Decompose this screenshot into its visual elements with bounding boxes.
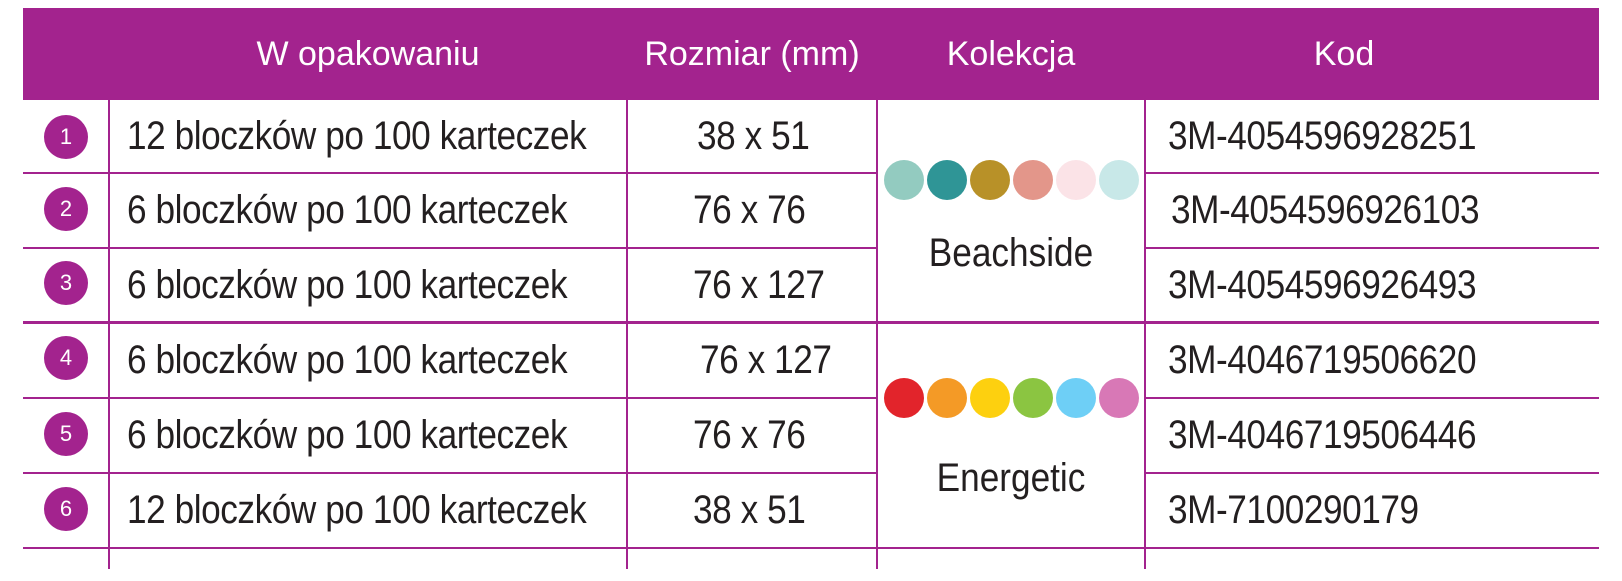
collection-cell-beachside (878, 100, 1144, 321)
code-cell: 3M-4046719506446 (1168, 413, 1477, 457)
header-package: W opakowaniu (256, 34, 480, 73)
package-cell: 12 bloczków po 100 karteczek (127, 488, 587, 532)
size-cell: 38 x 51 (697, 113, 810, 158)
package-cell: 6 bloczków po 100 karteczek (127, 338, 568, 382)
row-number-badge: 5 (44, 412, 88, 456)
code-cell: 3M-4054596926103 (1171, 188, 1480, 232)
row-number-badge: 4 (44, 336, 88, 380)
row-divider (23, 397, 1599, 399)
color-swatch (927, 160, 967, 200)
table-bottom-border (23, 547, 1599, 549)
color-swatch (1013, 378, 1053, 418)
product-table: W opakowaniu Rozmiar (mm) Kolekcja Kod 1… (23, 8, 1599, 571)
color-swatch (1099, 160, 1139, 200)
package-cell: 12 bloczków po 100 karteczek (127, 113, 587, 158)
size-cell: 76 x 76 (693, 188, 806, 232)
collection-name-energetic: Energetic (936, 456, 1086, 500)
color-swatch (970, 160, 1010, 200)
row-number-badge: 6 (44, 487, 88, 531)
row-divider (23, 247, 1599, 249)
code-cell: 3M-4054596926493 (1168, 262, 1477, 307)
row-number-badge: 1 (44, 115, 88, 159)
table-header: W opakowaniu Rozmiar (mm) Kolekcja Kod (23, 8, 1599, 100)
column-divider (108, 100, 110, 569)
collection-cell-energetic (878, 324, 1144, 547)
package-cell: 6 bloczków po 100 karteczek (127, 188, 568, 232)
header-size: Rozmiar (mm) (644, 34, 860, 73)
size-cell: 76 x 76 (693, 413, 806, 457)
color-swatch (884, 160, 924, 200)
package-cell: 6 bloczków po 100 karteczek (127, 413, 568, 457)
group-divider (23, 321, 1599, 324)
column-divider (876, 100, 878, 569)
size-cell: 38 x 51 (693, 488, 806, 532)
color-swatch (970, 378, 1010, 418)
row-divider (23, 472, 1599, 474)
column-divider (626, 100, 628, 569)
header-collection: Kolekcja (946, 34, 1076, 73)
size-cell: 76 x 127 (700, 338, 832, 382)
header-code: Kod (1313, 34, 1375, 73)
row-number-badge: 3 (44, 261, 88, 305)
color-swatch (1099, 378, 1139, 418)
code-cell: 3M-4046719506620 (1168, 338, 1477, 382)
code-cell: 3M-4054596928251 (1168, 113, 1477, 158)
collection-name-beachside: Beachside (928, 231, 1094, 275)
column-divider (1144, 100, 1146, 569)
color-swatch (1056, 378, 1096, 418)
size-cell: 76 x 127 (693, 262, 825, 307)
color-swatch (927, 378, 967, 418)
code-cell: 3M-7100290179 (1168, 488, 1419, 532)
package-cell: 6 bloczków po 100 karteczek (127, 262, 568, 307)
row-number-badge: 2 (44, 187, 88, 231)
color-swatch (1013, 160, 1053, 200)
row-divider (23, 172, 1599, 174)
color-swatch (1056, 160, 1096, 200)
color-swatch (884, 378, 924, 418)
